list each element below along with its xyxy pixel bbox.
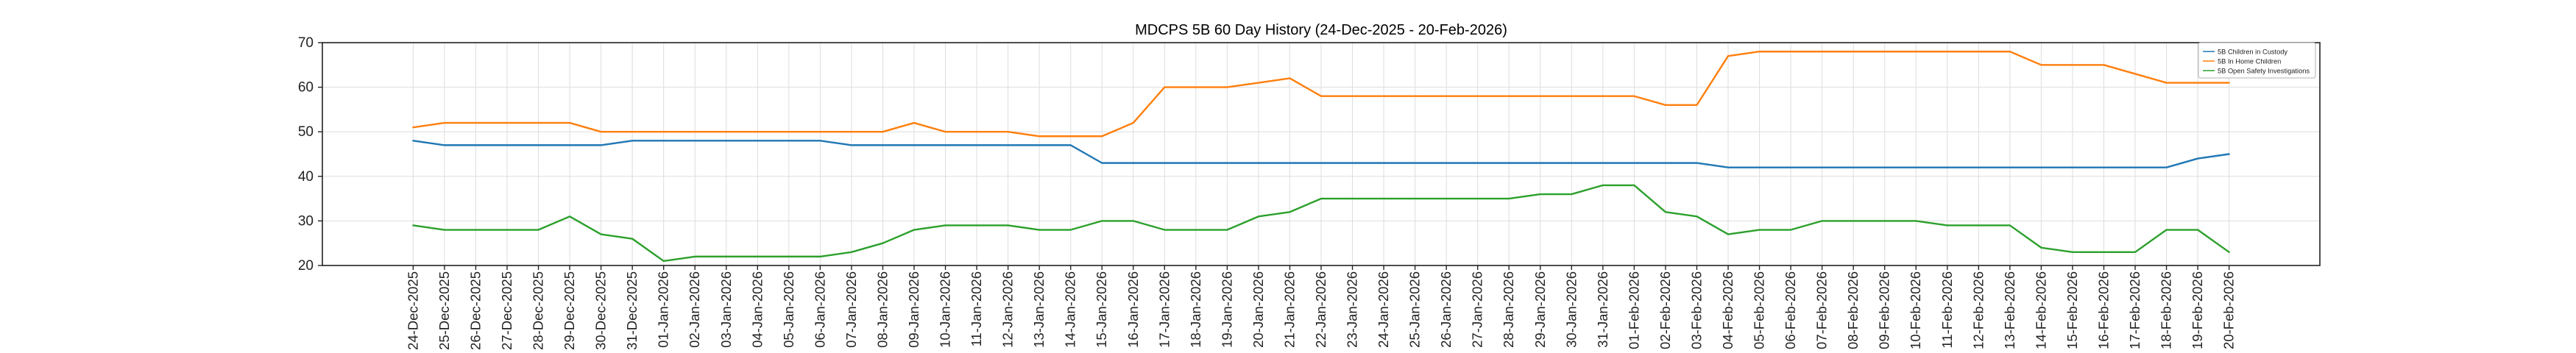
svg-text:29-Dec-2025: 29-Dec-2025 <box>562 271 577 350</box>
svg-text:20-Jan-2026: 20-Jan-2026 <box>1250 271 1266 348</box>
svg-text:5B Open Safety Investigations: 5B Open Safety Investigations <box>2218 67 2310 74</box>
svg-text:20-Feb-2026: 20-Feb-2026 <box>2221 271 2237 349</box>
svg-text:13-Feb-2026: 13-Feb-2026 <box>2002 271 2017 349</box>
svg-text:19-Jan-2026: 19-Jan-2026 <box>1219 271 1234 348</box>
svg-text:02-Jan-2026: 02-Jan-2026 <box>687 271 702 348</box>
svg-text:5B Children in Custody: 5B Children in Custody <box>2218 48 2287 55</box>
svg-text:01-Jan-2026: 01-Jan-2026 <box>656 271 671 348</box>
svg-text:04-Feb-2026: 04-Feb-2026 <box>1720 271 1735 349</box>
svg-text:5B In Home Children: 5B In Home Children <box>2218 57 2281 65</box>
svg-text:03-Jan-2026: 03-Jan-2026 <box>718 271 734 348</box>
svg-text:25-Dec-2025: 25-Dec-2025 <box>436 271 452 350</box>
svg-text:01-Feb-2026: 01-Feb-2026 <box>1626 271 1641 349</box>
svg-text:15-Jan-2026: 15-Jan-2026 <box>1094 271 1109 348</box>
svg-text:31-Jan-2026: 31-Jan-2026 <box>1595 271 1610 348</box>
svg-text:31-Dec-2025: 31-Dec-2025 <box>624 271 640 350</box>
svg-text:05-Jan-2026: 05-Jan-2026 <box>781 271 796 348</box>
svg-text:30: 30 <box>298 213 314 229</box>
svg-text:08-Jan-2026: 08-Jan-2026 <box>874 271 890 348</box>
svg-text:30-Dec-2025: 30-Dec-2025 <box>593 271 609 350</box>
svg-text:16-Jan-2026: 16-Jan-2026 <box>1125 271 1141 348</box>
svg-text:13-Jan-2026: 13-Jan-2026 <box>1031 271 1047 348</box>
svg-text:24-Jan-2026: 24-Jan-2026 <box>1376 271 1391 348</box>
svg-text:07-Feb-2026: 07-Feb-2026 <box>1814 271 1830 349</box>
svg-text:16-Feb-2026: 16-Feb-2026 <box>2095 271 2111 349</box>
svg-text:18-Jan-2026: 18-Jan-2026 <box>1188 271 1203 348</box>
svg-text:28-Dec-2025: 28-Dec-2025 <box>531 271 546 350</box>
svg-text:12-Jan-2026: 12-Jan-2026 <box>1000 271 1016 348</box>
svg-text:15-Feb-2026: 15-Feb-2026 <box>2064 271 2080 349</box>
svg-text:14-Feb-2026: 14-Feb-2026 <box>2033 271 2048 349</box>
svg-text:06-Jan-2026: 06-Jan-2026 <box>812 271 827 348</box>
svg-text:12-Feb-2026: 12-Feb-2026 <box>1970 271 1986 349</box>
svg-text:10-Feb-2026: 10-Feb-2026 <box>1908 271 1923 349</box>
svg-text:09-Jan-2026: 09-Jan-2026 <box>906 271 921 348</box>
svg-text:27-Dec-2025: 27-Dec-2025 <box>499 271 514 350</box>
svg-text:23-Jan-2026: 23-Jan-2026 <box>1345 271 1360 348</box>
svg-text:MDCPS 5B 60 Day History (24-De: MDCPS 5B 60 Day History (24-Dec-2025 - 2… <box>1135 22 1507 38</box>
svg-text:50: 50 <box>298 124 314 140</box>
svg-text:22-Jan-2026: 22-Jan-2026 <box>1313 271 1328 348</box>
svg-text:60: 60 <box>298 80 314 96</box>
svg-text:26-Jan-2026: 26-Jan-2026 <box>1438 271 1454 348</box>
svg-text:28-Jan-2026: 28-Jan-2026 <box>1501 271 1516 348</box>
svg-text:27-Jan-2026: 27-Jan-2026 <box>1470 271 1485 348</box>
svg-text:11-Jan-2026: 11-Jan-2026 <box>969 271 984 347</box>
svg-text:30-Jan-2026: 30-Jan-2026 <box>1563 271 1579 348</box>
svg-text:06-Feb-2026: 06-Feb-2026 <box>1783 271 1798 349</box>
svg-text:14-Jan-2026: 14-Jan-2026 <box>1063 271 1078 348</box>
svg-text:07-Jan-2026: 07-Jan-2026 <box>843 271 859 348</box>
svg-text:40: 40 <box>298 169 314 185</box>
svg-text:20: 20 <box>298 258 314 274</box>
svg-text:05-Feb-2026: 05-Feb-2026 <box>1752 271 1767 349</box>
svg-text:18-Feb-2026: 18-Feb-2026 <box>2159 271 2174 349</box>
svg-text:10-Jan-2026: 10-Jan-2026 <box>938 271 953 348</box>
svg-text:19-Feb-2026: 19-Feb-2026 <box>2190 271 2205 349</box>
svg-text:17-Feb-2026: 17-Feb-2026 <box>2127 271 2142 349</box>
svg-text:26-Dec-2025: 26-Dec-2025 <box>467 271 483 350</box>
svg-text:17-Jan-2026: 17-Jan-2026 <box>1156 271 1172 348</box>
svg-text:02-Feb-2026: 02-Feb-2026 <box>1657 271 1673 349</box>
svg-text:24-Dec-2025: 24-Dec-2025 <box>405 271 420 350</box>
svg-text:70: 70 <box>298 35 314 51</box>
svg-text:03-Feb-2026: 03-Feb-2026 <box>1688 271 1704 349</box>
svg-text:29-Jan-2026: 29-Jan-2026 <box>1532 271 1548 348</box>
svg-text:25-Jan-2026: 25-Jan-2026 <box>1407 271 1423 348</box>
svg-text:09-Feb-2026: 09-Feb-2026 <box>1877 271 1892 349</box>
svg-text:21-Jan-2026: 21-Jan-2026 <box>1281 271 1297 348</box>
svg-text:08-Feb-2026: 08-Feb-2026 <box>1845 271 1861 349</box>
svg-text:11-Feb-2026: 11-Feb-2026 <box>1939 271 1955 349</box>
svg-text:04-Jan-2026: 04-Jan-2026 <box>749 271 765 348</box>
